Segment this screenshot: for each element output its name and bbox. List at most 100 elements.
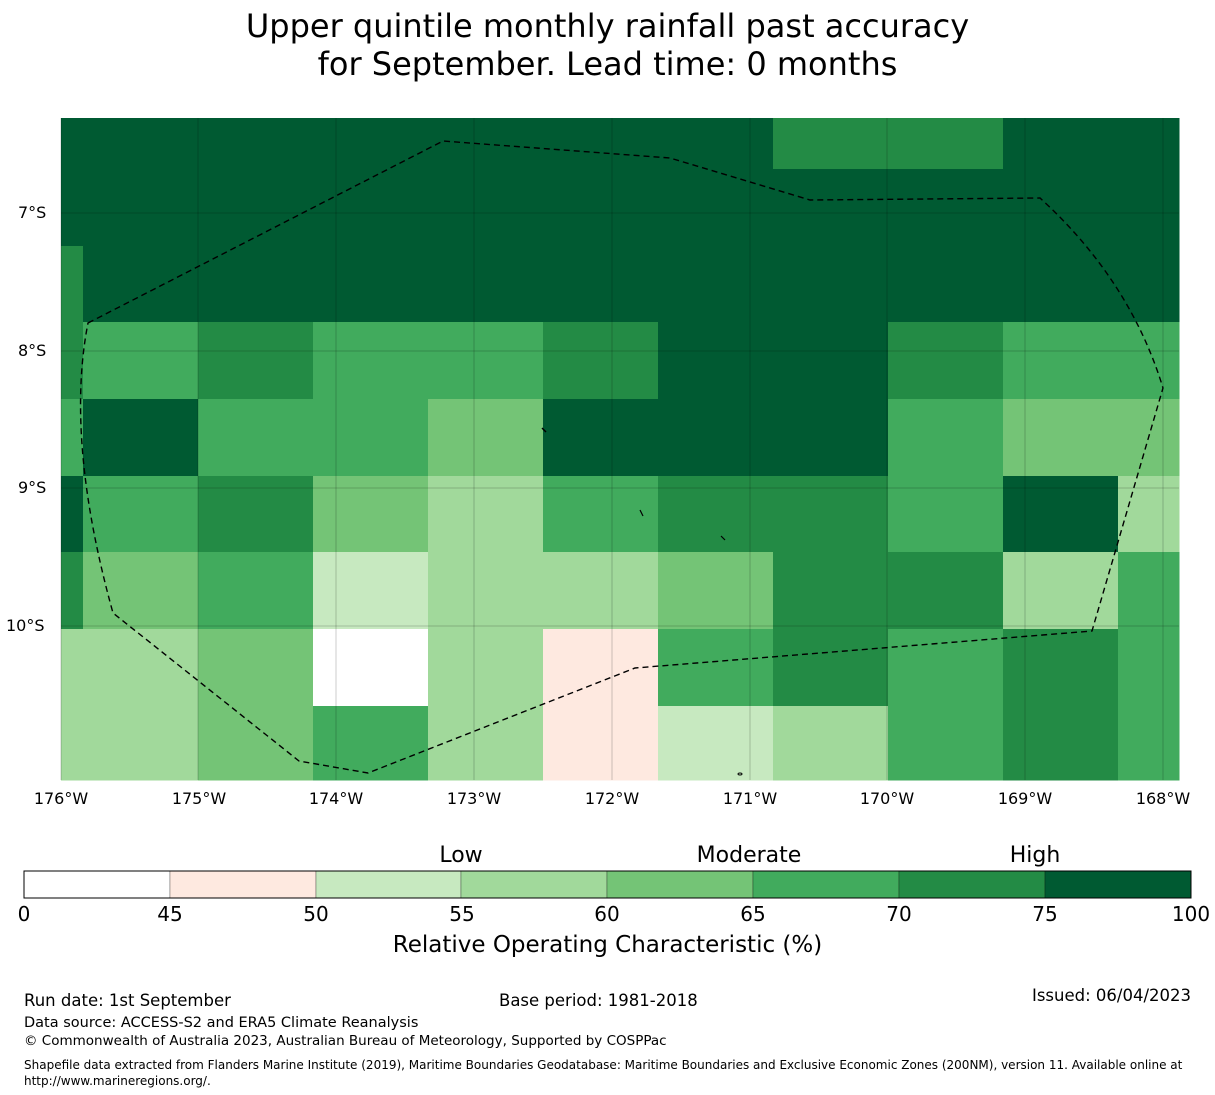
colorbar-tick: 75: [1032, 902, 1058, 926]
map-cell: [83, 552, 199, 630]
map-cell: [773, 322, 889, 400]
map-cell: [83, 629, 199, 707]
map-cell: [658, 552, 774, 630]
map-cell: [61, 246, 84, 323]
colorbar-tick: 0: [17, 902, 31, 926]
map-cell: [198, 399, 314, 477]
lon-label: 170°W: [859, 789, 915, 808]
rainfall-accuracy-map: [60, 118, 1180, 781]
map-cell: [83, 476, 199, 553]
colorbar-tick: 45: [157, 902, 183, 926]
map-cell: [198, 246, 314, 323]
map-cell: [313, 706, 429, 781]
colorbar-tick: 60: [594, 902, 620, 926]
map-cell: [888, 322, 1004, 400]
map-cell: [543, 706, 659, 781]
map-cell: [888, 169, 1004, 247]
map-cell: [543, 476, 659, 553]
map-cell: [658, 246, 774, 323]
map-cell: [658, 706, 774, 781]
map-cell: [1003, 476, 1119, 553]
island-mark: [720, 535, 726, 541]
colorbar-swatch: [23, 870, 171, 899]
map-cell: [83, 169, 199, 247]
map-cell: [1003, 118, 1119, 170]
map-cell: [61, 169, 84, 247]
map-cell: [1118, 476, 1180, 553]
map-cell: [773, 169, 889, 247]
map-cell: [83, 118, 199, 170]
map-cell: [83, 706, 199, 781]
map-cell: [83, 246, 199, 323]
map-cell: [198, 552, 314, 630]
map-cell: [313, 322, 429, 400]
map-gridlines: [60, 118, 1179, 780]
colorbar-tick: 50: [303, 902, 329, 926]
map-cell: [888, 552, 1004, 630]
map-cell: [313, 246, 429, 323]
colorbar-swatch: [315, 870, 462, 899]
shapefile-credit-line-1: Shapefile data extracted from Flanders M…: [24, 1058, 1183, 1072]
category-high: High: [1009, 843, 1061, 868]
map-cell: [658, 118, 774, 170]
map-cell: [61, 629, 84, 707]
colorbar-swatch: [898, 870, 1046, 899]
map-cell: [61, 118, 84, 170]
lat-label: 10°S: [6, 616, 45, 635]
map-cell: [428, 246, 544, 323]
map-cell: [1118, 706, 1180, 781]
map-cell: [1003, 246, 1119, 323]
issued-date: Issued: 06/04/2023: [1031, 986, 1191, 1005]
map-cell: [313, 399, 429, 477]
lon-label: 172°W: [584, 789, 640, 808]
map-cell: [1118, 552, 1180, 630]
map-cell: [61, 706, 84, 781]
map-cell: [198, 476, 314, 553]
lon-label: 175°W: [171, 789, 227, 808]
base-period: Base period: 1981-2018: [499, 991, 698, 1010]
colorbar-swatch: [752, 870, 900, 899]
map-cell: [1003, 552, 1119, 630]
map-cell: [543, 169, 659, 247]
map-cell: [1118, 629, 1180, 707]
map-cell: [658, 399, 774, 477]
map-cell: [198, 322, 314, 400]
map-cell: [1118, 322, 1180, 400]
copyright: © Commonwealth of Australia 2023, Austra…: [24, 1033, 667, 1049]
lat-label: 7°S: [18, 203, 47, 222]
lon-label: 173°W: [446, 789, 502, 808]
map-cell: [428, 169, 544, 247]
map-cell: [83, 322, 199, 400]
colorbar-swatch: [606, 870, 754, 899]
colorbar: [23, 870, 1192, 899]
map-cell: [773, 629, 889, 707]
colorbar-frame: [23, 870, 1192, 899]
island-mark: [639, 509, 644, 517]
colorbar-tick: 55: [449, 902, 475, 926]
map-cell: [61, 399, 84, 477]
map-grid-cells: [61, 118, 1180, 781]
map-cell: [198, 169, 314, 247]
map-cell: [773, 476, 889, 553]
eez-boundary: [79, 140, 1164, 774]
map-cell: [313, 552, 429, 630]
map-cell: [888, 246, 1004, 323]
map-cell: [313, 629, 429, 707]
map-cell: [61, 322, 84, 400]
colorbar-tick: 70: [886, 902, 912, 926]
lon-label: 176°W: [33, 789, 89, 808]
map-cell: [543, 552, 659, 630]
map-cell: [658, 322, 774, 400]
island-mark: [541, 427, 547, 433]
map-cell: [198, 629, 314, 707]
map-cell: [1003, 169, 1119, 247]
map-cell: [773, 246, 889, 323]
lat-label: 9°S: [18, 478, 47, 497]
map-cell: [198, 118, 314, 170]
map-cell: [773, 399, 889, 477]
colorbar-swatch: [1044, 870, 1192, 899]
lon-label: 174°W: [308, 789, 364, 808]
map-cell: [773, 706, 889, 781]
map-cell: [888, 399, 1004, 477]
map-cell: [543, 322, 659, 400]
